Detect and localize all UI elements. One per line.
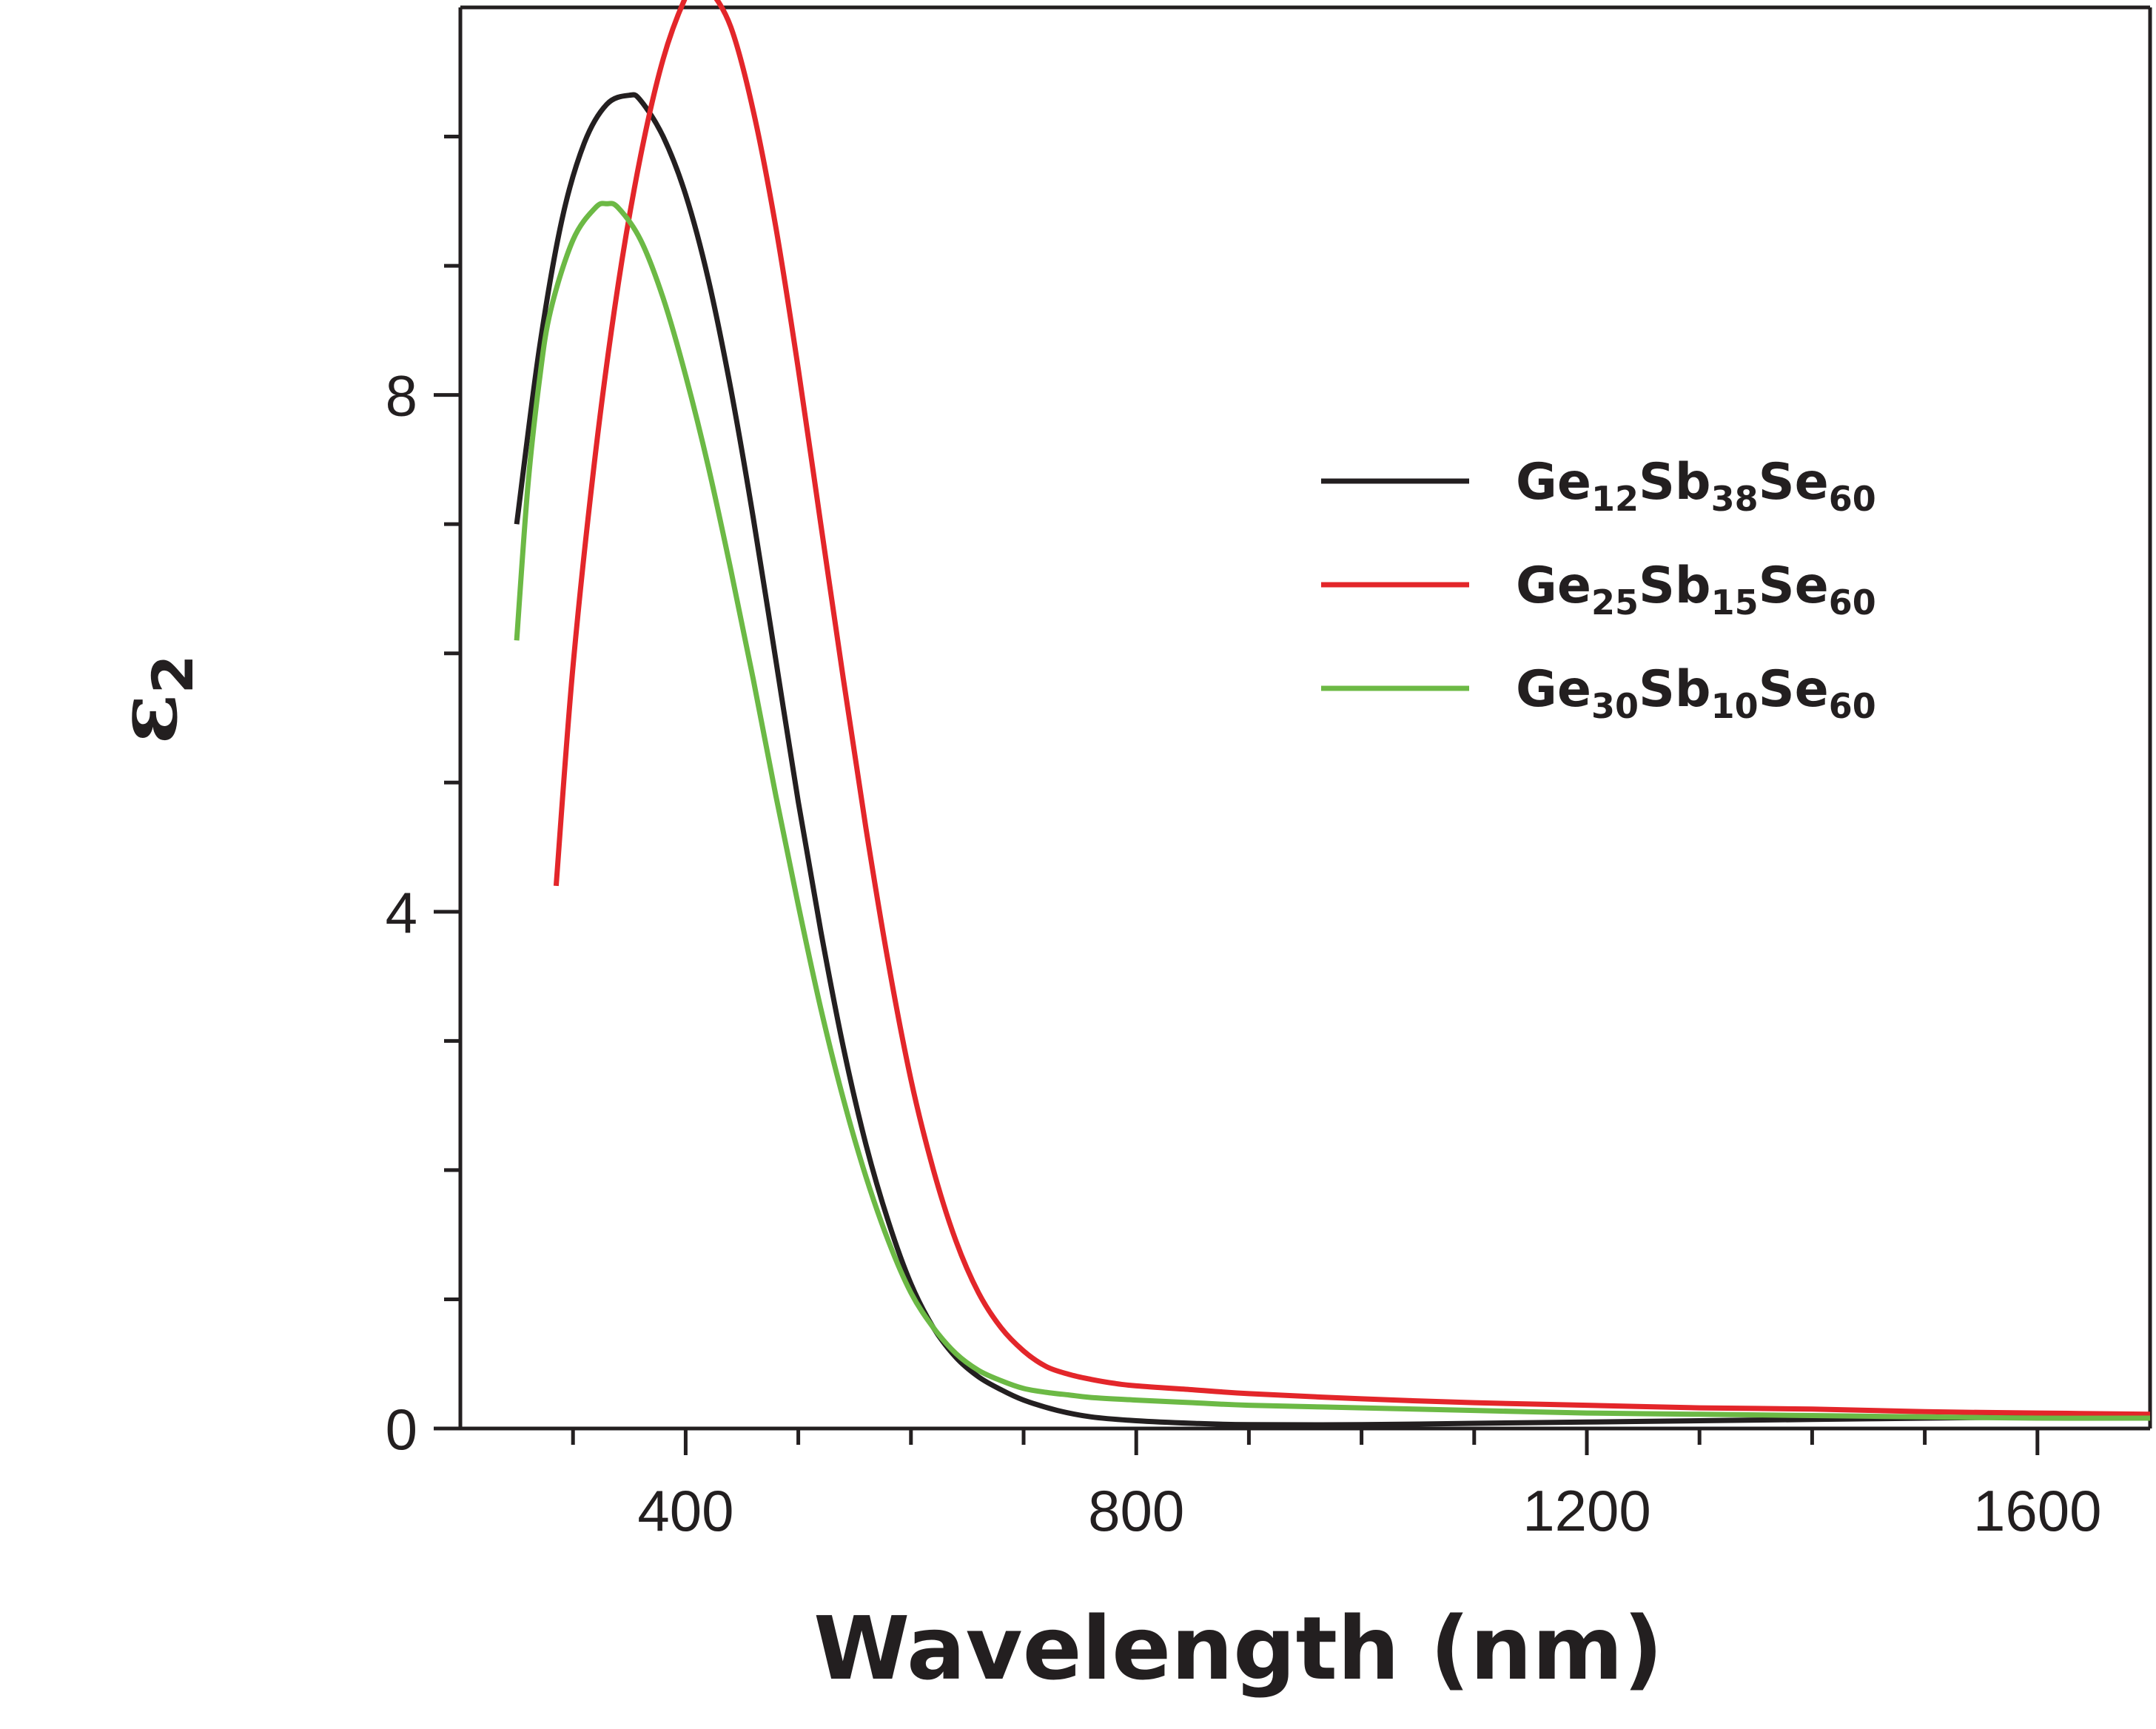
legend-label-part: Sb <box>1639 453 1711 511</box>
legend-label-part: Ge <box>1516 660 1591 719</box>
series-line-Ge25Sb15Se60 <box>553 0 2151 1417</box>
legend-label-part: Se <box>1759 660 1829 719</box>
x-tick-label-1200: 1200 <box>1522 1478 1651 1543</box>
legend-label-part: Sb <box>1639 557 1711 615</box>
x-tick-label-400: 400 <box>637 1478 733 1543</box>
legend-label-part: 60 <box>1829 479 1876 519</box>
y-tick-label-0: 0 <box>386 1397 417 1462</box>
series-line-Ge12Sb38Se60 <box>514 92 2151 1428</box>
x-axis-title: Wavelength (nm) <box>813 1597 1663 1699</box>
legend-label-part: Ge <box>1516 453 1591 511</box>
y-axis-title-subscript: 2 <box>140 655 206 694</box>
legend-label-part: 30 <box>1591 686 1639 726</box>
series-line-Ge30Sb10Se60 <box>514 201 2151 1421</box>
legend-label-Ge25Sb15Se60: Ge25Sb15Se60 <box>1516 557 1876 622</box>
legend-label-part: 10 <box>1711 686 1759 726</box>
plot-frame <box>458 5 2152 1431</box>
legend-label-part: Sb <box>1639 660 1711 719</box>
legend-label-part: 60 <box>1829 583 1876 622</box>
tick-labels: 400 800 1200 1600 0 4 8 <box>386 363 2102 1543</box>
legend-label-part: 15 <box>1711 583 1759 622</box>
legend-label-part: Se <box>1759 453 1829 511</box>
legend-label-Ge12Sb38Se60: Ge12Sb38Se60 <box>1516 453 1876 519</box>
series-layer <box>514 0 2151 1428</box>
legend-label-part: Ge <box>1516 557 1591 615</box>
x-tick-label-1600: 1600 <box>1973 1478 2102 1543</box>
legend-label-part: 12 <box>1591 479 1639 519</box>
y-tick-label-8: 8 <box>386 363 417 429</box>
x-tick-label-800: 800 <box>1088 1478 1184 1543</box>
y-axis-title-base: ε <box>99 694 196 744</box>
ticks-layer <box>434 135 2040 1455</box>
legend-label-Ge30Sb10Se60: Ge30Sb10Se60 <box>1516 660 1876 726</box>
legend-label-part: 25 <box>1591 583 1639 622</box>
y-tick-label-4: 4 <box>386 880 417 945</box>
legend-label-part: 60 <box>1829 686 1876 726</box>
legend-label-part: Se <box>1759 557 1829 615</box>
y-axis-title: ε2 <box>99 655 206 745</box>
legend-label-part: 38 <box>1711 479 1759 519</box>
